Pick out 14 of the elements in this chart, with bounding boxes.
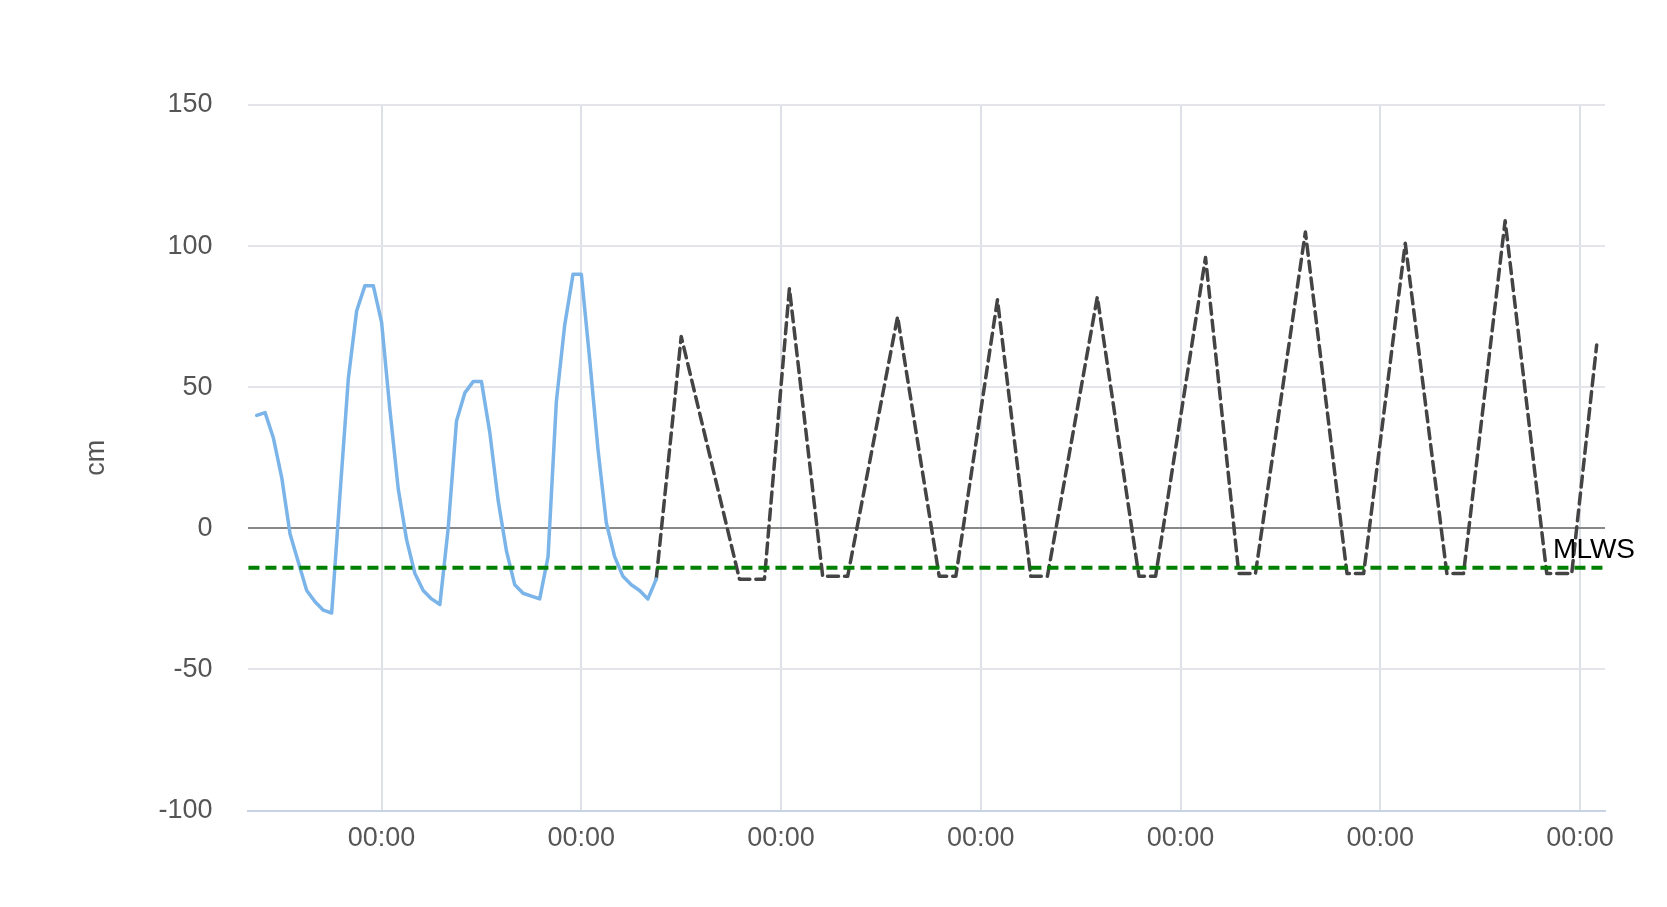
x-tick-label: 00:00 (947, 822, 1015, 853)
x-tick-label: 00:00 (747, 822, 815, 853)
y-tick-label: -100 (158, 794, 213, 825)
x-tick-label: 00:00 (1546, 822, 1614, 853)
y-tick-label: 150 (167, 88, 213, 119)
y-axis-title: cm (79, 439, 110, 476)
y-tick-label: 100 (167, 229, 213, 260)
y-tick-label: 50 (182, 370, 213, 401)
x-tick-label: 00:00 (547, 822, 616, 853)
y-tick-label: -50 (173, 652, 213, 683)
y-tick-label: 0 (197, 511, 213, 542)
x-tick-label: 00:00 (347, 822, 416, 853)
x-tick-label: 00:00 (1346, 822, 1415, 853)
x-tick-label: 00:00 (1146, 822, 1215, 853)
